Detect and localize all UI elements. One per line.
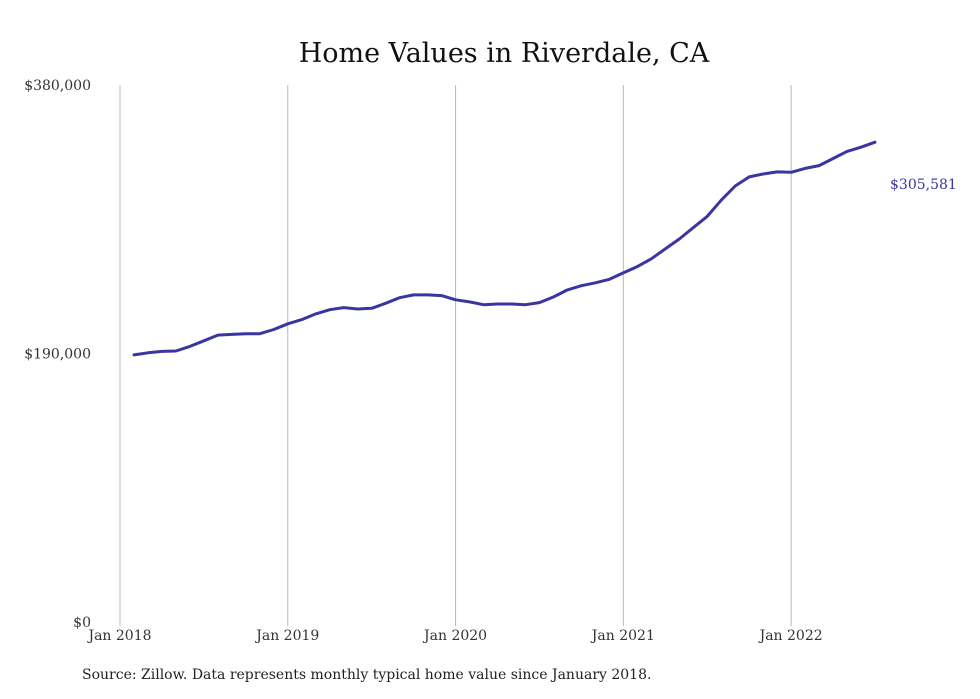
y-tick-label-0: $0	[73, 615, 91, 631]
x-tick-label-4: Jan 2022	[758, 628, 823, 644]
source-note: Source: Zillow. Data represents monthly …	[82, 667, 652, 683]
x-tick-label-1: Jan 2019	[254, 628, 319, 644]
series-layer	[132, 140, 877, 357]
y-tick-label-2: $380,000	[24, 78, 91, 94]
chart-title: Home Values in Riverdale, CA	[299, 38, 710, 69]
y-tick-label-1: $190,000	[24, 347, 91, 363]
x-tick-label-3: Jan 2021	[590, 628, 655, 644]
y-axis-ticks: $0 $190,000 $380,000	[24, 78, 91, 631]
home-values-chart: Home Values in Riverdale, CA $0$190,000$…	[24, 38, 957, 644]
x-tick-label-0: Jan 2018	[86, 628, 151, 644]
x-axis-ticks: Jan 2018 Jan 2019 Jan 2020 Jan 2021 Jan 2022	[86, 628, 822, 644]
x-tick-label-2: Jan 2020	[422, 628, 487, 644]
gridlines	[119, 85, 792, 626]
series-line-0	[132, 140, 877, 357]
end-value-label: $305,581	[890, 177, 957, 193]
